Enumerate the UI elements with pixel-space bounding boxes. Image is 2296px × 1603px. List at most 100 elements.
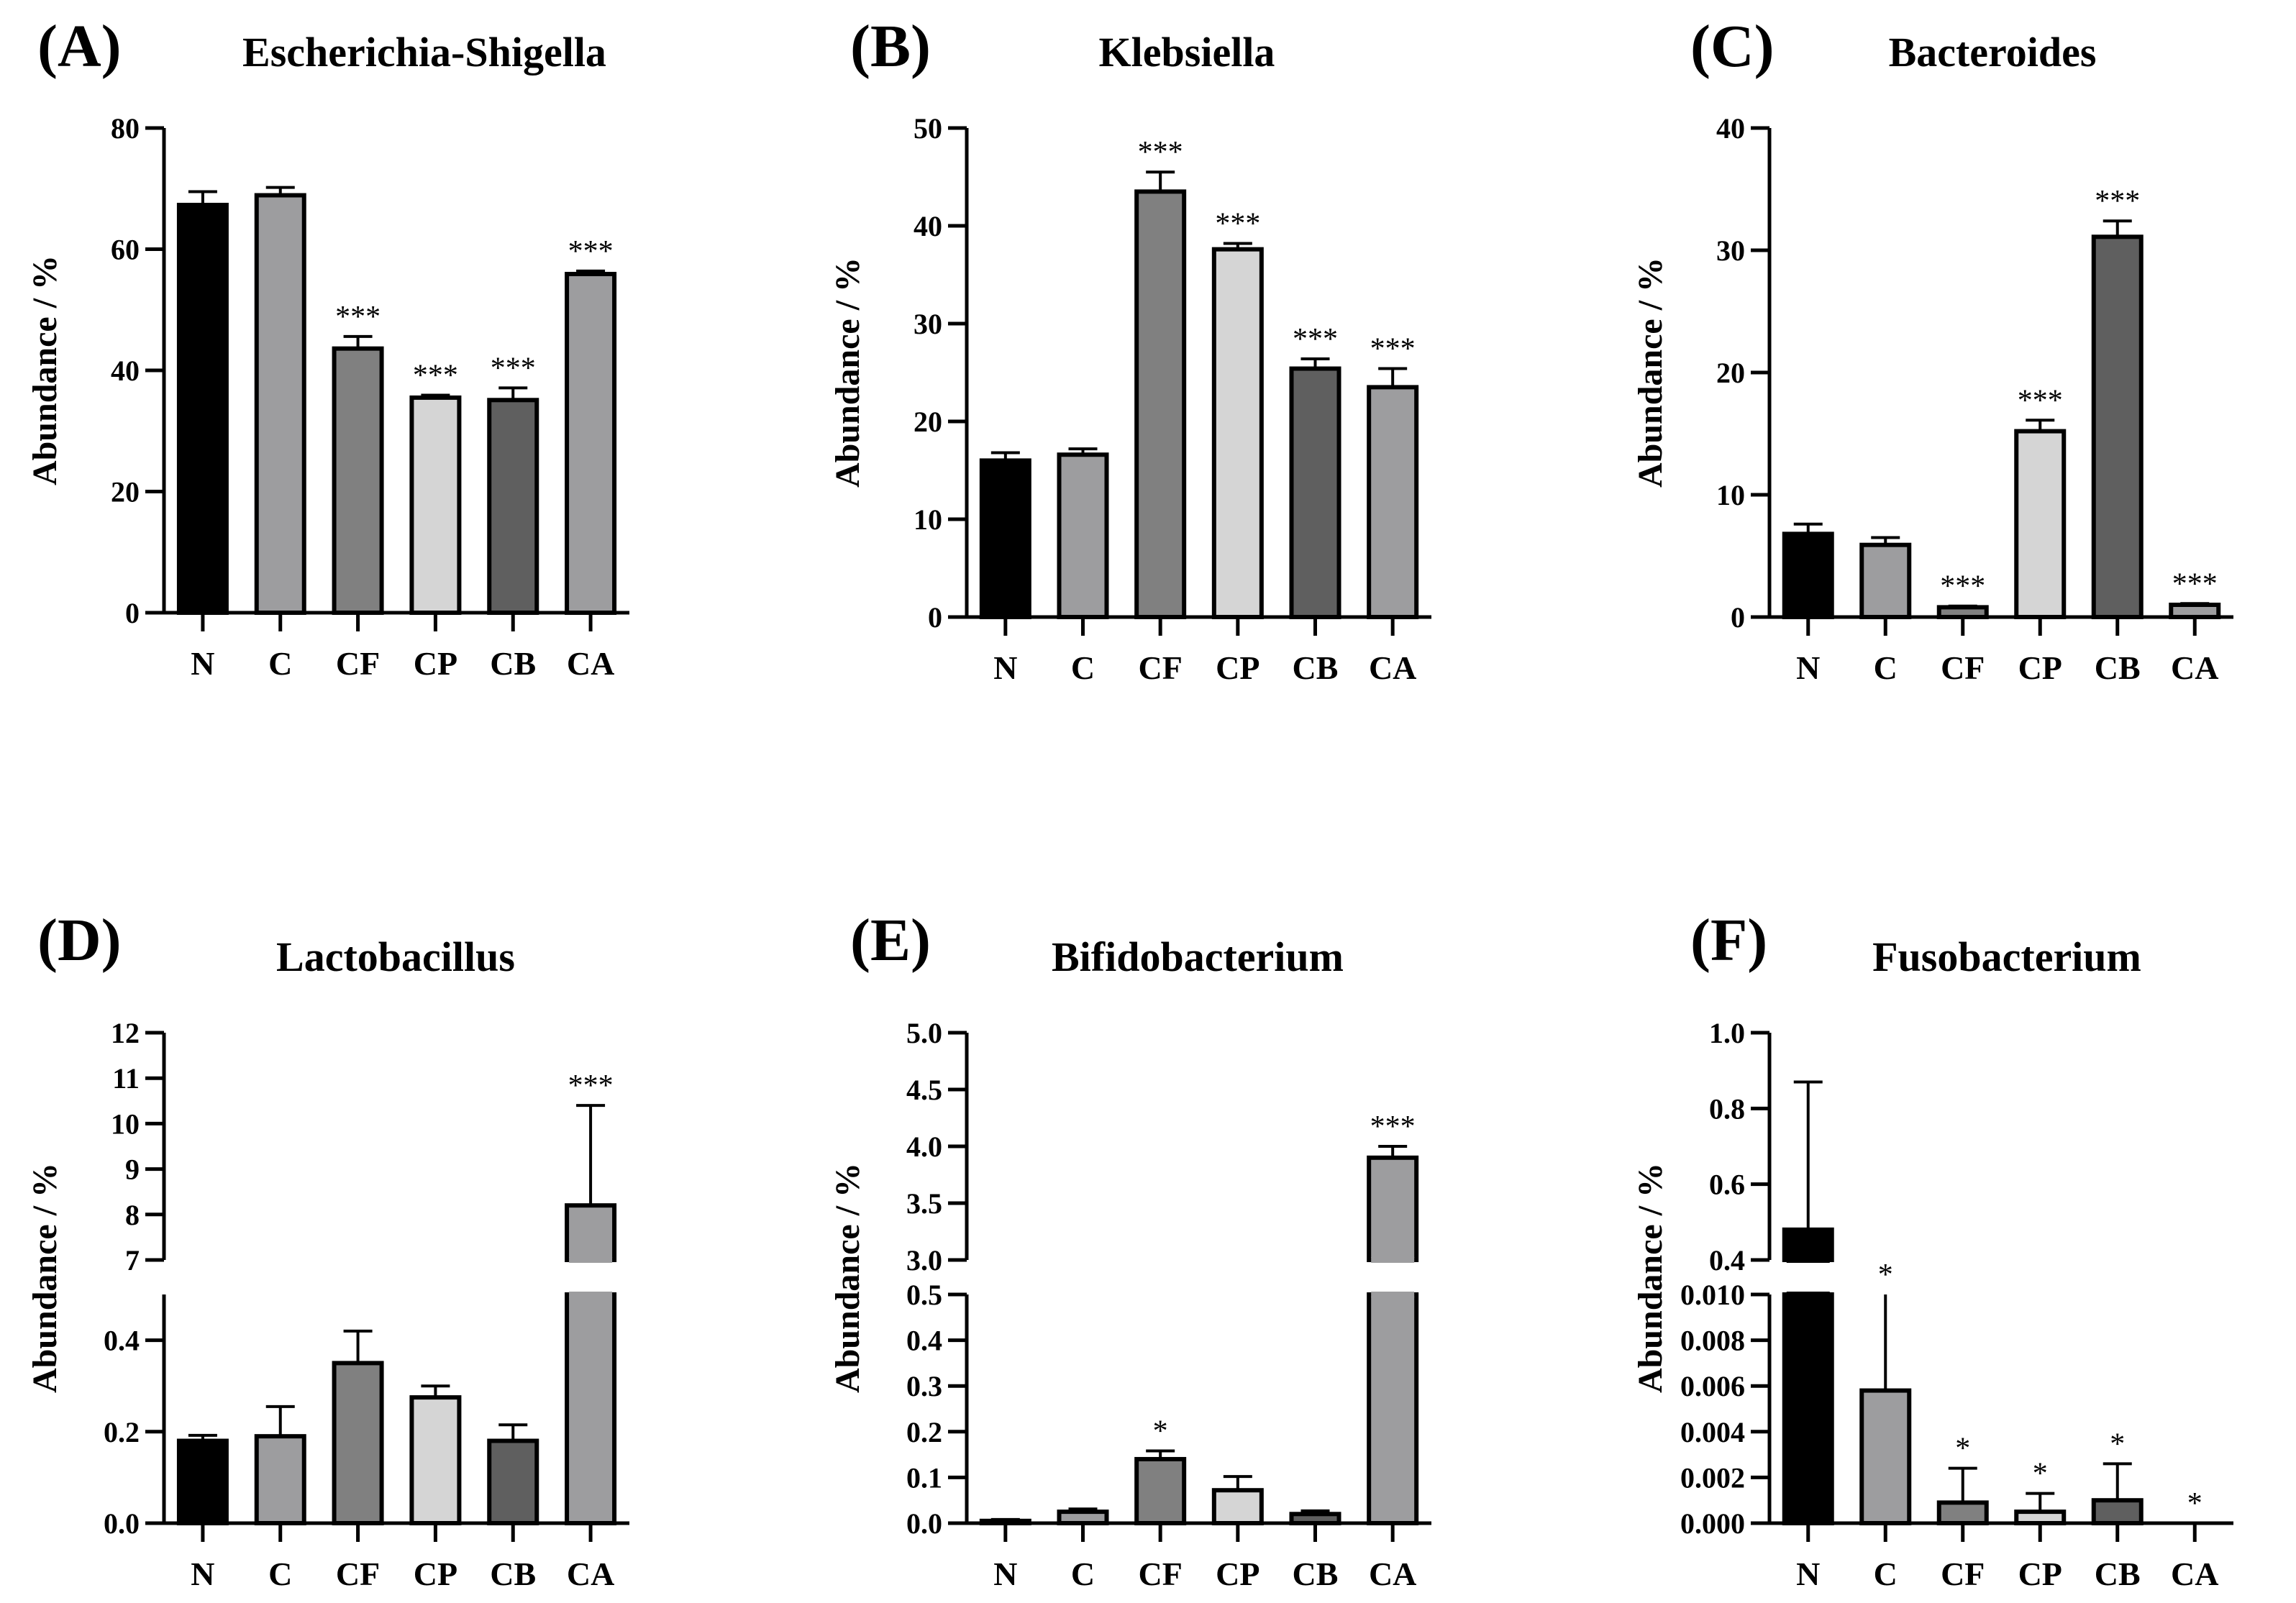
significance-label: *** (1370, 1110, 1416, 1143)
significance-label: *** (2172, 567, 2218, 600)
x-tick-label: CA (567, 1556, 614, 1592)
bar-break-fill (569, 1257, 613, 1263)
panel-c: (C) Bacteroides *** *** *** *** 0 10 20 30 40 N C CF C… (1631, 13, 2233, 686)
bar-cp (409, 395, 462, 615)
significance-label: *** (568, 1069, 614, 1102)
significance-label: * (2033, 1458, 2048, 1491)
panel-letter: (C) (1690, 13, 1775, 80)
significance-label: * (1878, 1259, 1893, 1292)
y-tick-label: 80 (111, 112, 140, 145)
panel-title: Bifidobacterium (1052, 933, 1344, 980)
y-axis-label: Abundance / % (26, 1163, 64, 1393)
bar-cf (332, 1361, 384, 1526)
x-tick-label: CF (1139, 649, 1183, 686)
y-tick-label: 0.2 (906, 1416, 942, 1448)
y-tick-label: 7 (125, 1244, 140, 1277)
x-tick-label: CF (336, 645, 380, 682)
significance-label: *** (2018, 384, 2063, 417)
panel-letter: (B) (850, 13, 931, 80)
y-axis-label: Abundance / % (1631, 257, 1669, 488)
bar-break-fill (1786, 1292, 1830, 1297)
x-tick-label: CP (2018, 1556, 2062, 1592)
y-tick-label: 0.004 (1680, 1416, 1745, 1448)
bar-n-lower (1782, 1292, 1834, 1525)
y-tick-label: 20 (111, 476, 140, 508)
y-tick-label: 40 (111, 355, 140, 387)
x-tick-label: CB (2095, 1556, 2141, 1592)
y-tick-label: 10 (1716, 479, 1745, 511)
bar-n (176, 1438, 229, 1526)
panel-title: Klebsiella (1099, 29, 1275, 76)
x-tick-label: CP (2018, 649, 2062, 686)
x-tick-label: CB (490, 645, 536, 682)
x-tick-label: CP (1216, 1556, 1259, 1592)
y-tick-label: 10 (111, 1108, 140, 1140)
y-tick-label: 8 (125, 1199, 140, 1231)
bar-cp (1211, 247, 1264, 619)
bar-c (254, 1434, 306, 1526)
bar-cf (332, 346, 384, 615)
y-tick-label: 5.0 (906, 1017, 942, 1049)
bar-ca-lower (565, 1292, 617, 1525)
y-tick-label: 0.4 (906, 1325, 942, 1357)
bar-break-fill (1786, 1257, 1830, 1263)
y-tick-label: 0.0 (906, 1507, 942, 1540)
y-tick-label: 10 (914, 503, 942, 536)
y-tick-label: 60 (111, 234, 140, 266)
y-tick-label: 30 (914, 308, 942, 340)
y-tick-label: 40 (1716, 112, 1745, 145)
significance-label: *** (1215, 207, 1260, 240)
y-tick-label: 0.0 (104, 1507, 140, 1540)
bar-ca-upper (1367, 1155, 1419, 1263)
x-tick-label: CB (490, 1556, 536, 1592)
bar-c (1859, 1388, 1912, 1526)
x-tick-label: CA (1369, 649, 1416, 686)
x-tick-label: N (191, 645, 214, 682)
y-tick-label: 0.2 (104, 1416, 140, 1448)
x-tick-label: N (993, 649, 1017, 686)
bar-cb (2091, 1498, 2144, 1525)
x-tick-label: CA (2171, 1556, 2218, 1592)
y-tick-label: 40 (914, 210, 942, 242)
x-tick-label: CA (2171, 649, 2218, 686)
significance-label: * (2187, 1487, 2202, 1520)
bar-c (1057, 452, 1109, 619)
panel-letter: (F) (1690, 907, 1767, 974)
significance-label: *** (1293, 323, 1338, 356)
bar-cf (1936, 1500, 1989, 1525)
y-tick-label: 0.8 (1709, 1092, 1745, 1125)
x-tick-label: CB (1293, 649, 1339, 686)
panel-e: (E) Bifidobacterium****0.00.10.20.30.40.5… (829, 907, 1431, 1592)
y-tick-label: 20 (1716, 357, 1745, 389)
x-tick-label: CA (567, 645, 614, 682)
x-tick-label: CA (1369, 1556, 1416, 1592)
bar-c (1859, 542, 1912, 620)
panel-title: Bacteroides (1889, 29, 2097, 76)
bar-cb (487, 398, 539, 615)
panel-f: (F) Fusobacterium * * * * * 0.000 0.002 0.004 0.00… (1631, 907, 2233, 1592)
bar-cf (1134, 1456, 1187, 1525)
significance-label: *** (1940, 570, 1985, 603)
x-tick-label: CF (1941, 1556, 1985, 1592)
y-tick-label: 3.0 (906, 1244, 942, 1277)
x-tick-label: N (1796, 1556, 1820, 1592)
bar-ca (565, 272, 617, 615)
x-tick-label: CP (1216, 649, 1259, 686)
bar-ca-upper (565, 1203, 617, 1263)
bar-n-upper (1782, 1227, 1834, 1263)
panel-d: (D) Lactobacillus *** 0.0 0.2 0.4 7 8 9 10 11 12 N C C… (26, 907, 629, 1592)
panel-title: Lactobacillus (276, 933, 515, 980)
panel-letter: (E) (850, 907, 931, 974)
x-tick-label: CB (1293, 1556, 1339, 1592)
x-tick-label: C (1071, 649, 1095, 686)
bar-cb (487, 1438, 539, 1526)
bar-cf (1134, 189, 1187, 619)
bar-n (176, 202, 229, 615)
bar-n (979, 458, 1031, 620)
y-axis-label: Abundance / % (1631, 1163, 1669, 1393)
y-tick-label: 0.4 (1709, 1244, 1745, 1277)
x-tick-label: CF (1941, 649, 1985, 686)
bar-break-fill (1371, 1292, 1415, 1297)
x-tick-label: CF (336, 1556, 380, 1592)
y-tick-label: 0.006 (1680, 1370, 1745, 1402)
